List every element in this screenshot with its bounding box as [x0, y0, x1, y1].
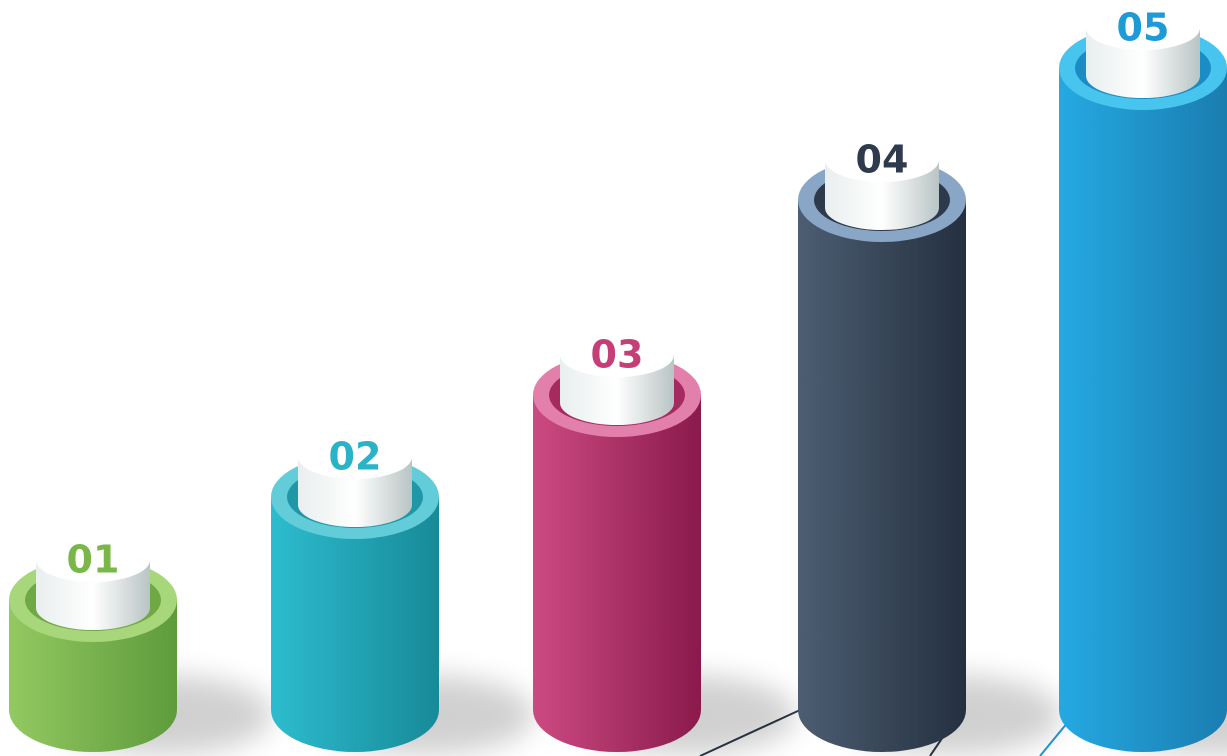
cap-top: [298, 435, 412, 479]
cap-top: [825, 138, 939, 182]
cap-top: [560, 333, 674, 377]
cylinder: 02: [271, 435, 535, 755]
cylinder: 05: [1059, 6, 1227, 755]
cylinder-body: [798, 200, 966, 752]
item-label: 05: [1117, 6, 1170, 50]
cylinder: 03: [533, 333, 797, 755]
item-label: 03: [591, 333, 644, 377]
connector: [1039, 721, 1069, 756]
item-label: 04: [856, 138, 909, 182]
item-label: 02: [329, 435, 382, 479]
cylinder-body: [1059, 68, 1227, 752]
cylinder: 01: [9, 538, 273, 755]
cap-top: [36, 538, 150, 582]
item-label: 01: [67, 538, 120, 582]
cylinder-body: [9, 600, 177, 752]
cylinder: 04: [798, 138, 1062, 755]
cap-top: [1086, 6, 1200, 50]
cylinder-body: [271, 497, 439, 752]
cylinder-body: [533, 395, 701, 752]
